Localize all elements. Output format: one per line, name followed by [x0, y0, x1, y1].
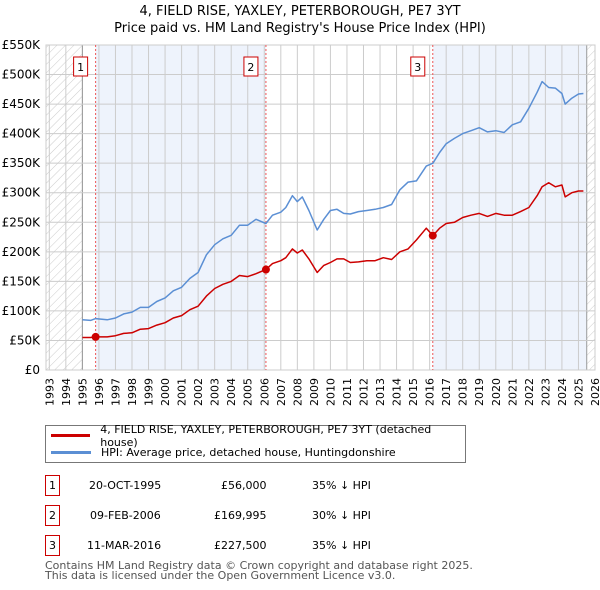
- x-tick-label: 1996: [93, 378, 106, 406]
- y-tick-label: £550K: [2, 38, 42, 52]
- subtitle: Price paid vs. HM Land Registry's House …: [114, 21, 486, 36]
- shaded-period: [432, 45, 587, 370]
- x-tick-label: 1993: [43, 378, 56, 406]
- legend-item-price: 4, FIELD RISE, YAXLEY, PETERBOROUGH, PE7…: [46, 423, 465, 449]
- footer: Contains HM Land Registry data © Crown c…: [45, 559, 473, 582]
- x-tick-label: 2002: [192, 378, 205, 406]
- legend-label-hpi: HPI: Average price, detached house, Hunt…: [101, 446, 396, 459]
- y-tick-label: £100K: [2, 304, 42, 318]
- legend-swatch-hpi: [51, 451, 91, 454]
- x-tick-label: 2020: [490, 378, 503, 406]
- legend: 4, FIELD RISE, YAXLEY, PETERBOROUGH, PE7…: [45, 423, 466, 463]
- table-row: 2 09-FEB-2006 £169,995 30% ↓ HPI: [45, 505, 445, 527]
- x-tick-label: 2017: [440, 378, 453, 406]
- sale-price: £227,500: [214, 539, 267, 552]
- x-tick-label: 2011: [341, 378, 354, 406]
- y-tick-label: £150K: [2, 274, 42, 288]
- y-tick-label: £0: [25, 363, 40, 377]
- y-tick-label: £350K: [2, 156, 42, 170]
- sale-marker-label: 2: [247, 61, 254, 74]
- sale-point: [428, 231, 437, 240]
- x-tick-label: 2021: [506, 378, 519, 406]
- sale-marker-badge: [73, 56, 89, 77]
- price-paid-line: [82, 181, 584, 339]
- y-tick-label: £400K: [2, 127, 42, 141]
- x-tick-label: 2025: [572, 378, 585, 406]
- hatched-region: [46, 45, 83, 370]
- x-tick-label: 2008: [291, 378, 304, 406]
- x-tick-label: 1997: [109, 378, 122, 406]
- x-tick-label: 2010: [324, 378, 337, 406]
- legend-item-hpi: HPI: Average price, detached house, Hunt…: [46, 444, 396, 461]
- sale-date: 11-MAR-2016: [87, 539, 162, 552]
- sale-marker-label: 3: [414, 61, 421, 74]
- price-chart: 1993 1994 1995 1996 1997 1998 1999 2000 2001 2002…: [2, 38, 600, 406]
- footer-copyright: Contains HM Land Registry data © Crown c…: [45, 559, 473, 572]
- legend-label-price: 4, FIELD RISE, YAXLEY, PETERBOROUGH, PE7…: [100, 422, 432, 449]
- y-tick-label: £450K: [2, 97, 42, 111]
- x-tick-label: 2005: [242, 378, 255, 406]
- table-row: 1 20-OCT-1995 £56,000 35% ↓ HPI: [45, 475, 445, 497]
- sale-marker-badge: [410, 56, 426, 77]
- footer-licence: This data is licensed under the Open Gov…: [45, 569, 396, 582]
- sale-date: 09-FEB-2006: [90, 509, 161, 522]
- x-tick-label: 2026: [589, 378, 600, 406]
- title: 4, FIELD RISE, YAXLEY, PETERBOROUGH, PE7…: [139, 4, 461, 19]
- sale-point: [261, 265, 270, 274]
- sale-date: 20-OCT-1995: [89, 479, 162, 492]
- y-tick-label: £200K: [2, 245, 42, 259]
- sale-marker-badge: 1: [45, 475, 60, 496]
- sale-marker-badge: 2: [45, 505, 60, 526]
- hatched-region: [586, 45, 595, 370]
- hpi-line: [82, 80, 584, 322]
- x-tick-label: 2019: [473, 378, 486, 406]
- x-tick-label: 2012: [357, 378, 370, 406]
- x-tick-label: 2016: [424, 378, 437, 406]
- x-tick-label: 2013: [374, 378, 387, 406]
- x-tick-label: 2001: [176, 378, 189, 406]
- sale-price: £169,995: [214, 509, 267, 522]
- x-tick-label: 2018: [457, 378, 470, 406]
- shaded-period: [95, 45, 266, 370]
- x-tick-label: 2007: [275, 378, 288, 406]
- x-tick-label: 2006: [258, 378, 271, 406]
- sale-price: £56,000: [221, 479, 267, 492]
- x-tick-label: 1995: [76, 378, 89, 406]
- x-tick-label: 2004: [225, 378, 238, 406]
- x-tick-label: 2009: [308, 378, 321, 406]
- sale-hpi-diff: 35% ↓ HPI: [312, 479, 371, 492]
- x-tick-label: 1998: [126, 378, 139, 406]
- x-tick-label: 2003: [209, 378, 222, 406]
- y-tick-label: £500K: [2, 68, 42, 82]
- x-tick-label: 2000: [159, 378, 172, 406]
- y-tick-label: £50K: [9, 333, 41, 347]
- chart-title: 4, FIELD RISE, YAXLEY, PETERBOROUGH, PE7…: [0, 3, 600, 37]
- x-tick-label: 2022: [523, 378, 536, 406]
- y-tick-label: £300K: [2, 186, 42, 200]
- legend-swatch-price: [51, 434, 91, 437]
- x-tick-label: 2024: [556, 378, 569, 406]
- x-tick-label: 1994: [60, 378, 73, 406]
- sale-marker-badge: 3: [45, 535, 60, 556]
- sale-hpi-diff: 35% ↓ HPI: [312, 539, 371, 552]
- x-tick-label: 2015: [407, 378, 420, 406]
- sale-hpi-diff: 30% ↓ HPI: [312, 509, 371, 522]
- table-row: 3 11-MAR-2016 £227,500 35% ↓ HPI: [45, 535, 445, 557]
- sale-point: [91, 332, 100, 341]
- sale-marker-badge: [243, 56, 259, 77]
- x-tick-label: 1999: [143, 378, 156, 406]
- x-tick-label: 2014: [391, 378, 404, 406]
- y-tick-label: £250K: [2, 215, 42, 229]
- x-tick-label: 2023: [539, 378, 552, 406]
- sale-marker-label: 1: [77, 61, 84, 74]
